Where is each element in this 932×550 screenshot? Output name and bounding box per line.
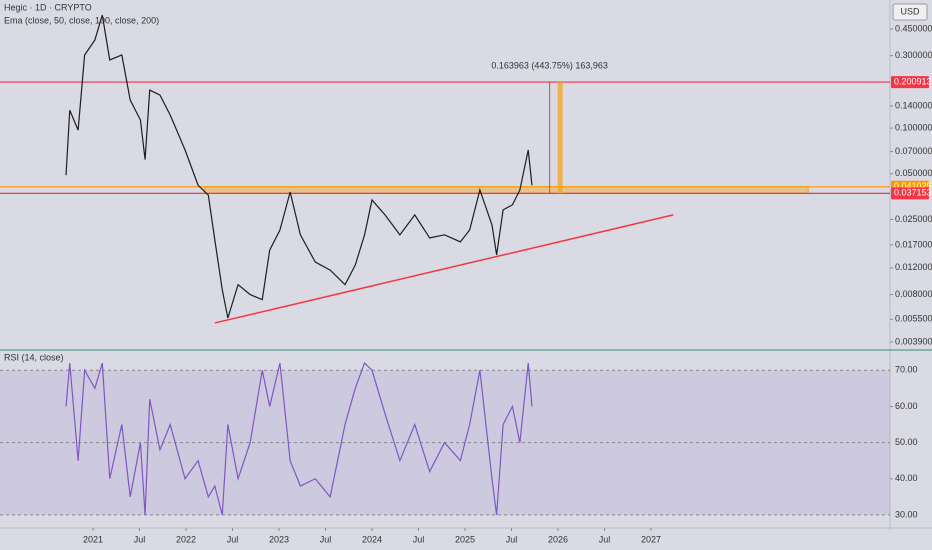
y-tick-label: 50.00 xyxy=(895,437,918,447)
price-marker-label: 0.041025 xyxy=(894,181,932,191)
x-tick-label: 2025 xyxy=(455,534,475,544)
y-tick-label: 0.050000 xyxy=(895,168,932,178)
currency-box[interactable] xyxy=(892,3,928,21)
price-marker xyxy=(891,187,929,200)
price-line-series xyxy=(65,14,533,319)
y-tick-label: 0.450000 xyxy=(895,23,932,33)
zone-band xyxy=(204,186,809,194)
price-marker-label: 0.037153 xyxy=(894,188,932,198)
y-tick-label: 60.00 xyxy=(895,401,918,411)
x-tick-label: Jul xyxy=(506,534,518,544)
symbol-title: Hegic · 1D · CRYPTO xyxy=(4,2,92,12)
y-tick-label: 0.025000 xyxy=(895,214,932,224)
x-tick-label: Jul xyxy=(599,534,611,544)
y-tick-label: 40.00 xyxy=(895,473,918,483)
y-tick-label: 0.140000 xyxy=(895,100,932,110)
price-marker xyxy=(891,76,929,89)
x-tick-label: 2024 xyxy=(362,534,382,544)
y-tick-label: 0.017000 xyxy=(895,239,932,249)
measure-bar xyxy=(557,82,563,194)
x-tick-label: Jul xyxy=(227,534,239,544)
y-tick-label: 0.003900 xyxy=(895,336,932,346)
x-tick-label: 2027 xyxy=(641,534,661,544)
price-marker-label: 0.200913 xyxy=(894,76,932,86)
rsi-title: RSI (14, close) xyxy=(4,352,64,362)
y-tick-label: 0.012000 xyxy=(895,262,932,272)
indicator-label: Ema (close, 50, close, 100, close, 200) xyxy=(4,15,159,25)
x-tick-label: Jul xyxy=(413,534,425,544)
measure-label: 0.163963 (443.75%) 163,963 xyxy=(491,60,608,70)
currency: USD xyxy=(900,6,920,16)
trendline xyxy=(214,214,674,324)
y-tick-label: 70.00 xyxy=(895,365,918,375)
x-tick-label: 2026 xyxy=(548,534,568,544)
rsi-line xyxy=(65,361,533,516)
y-tick-label: 0.100000 xyxy=(895,122,932,132)
y-tick-label: 0.070000 xyxy=(895,146,932,156)
x-tick-label: 2022 xyxy=(176,534,196,544)
y-tick-label: 0.300000 xyxy=(895,50,932,60)
x-tick-label: Jul xyxy=(320,534,332,544)
y-tick-label: 0.005500 xyxy=(895,314,932,324)
x-tick-label: 2023 xyxy=(269,534,289,544)
x-tick-label: 2021 xyxy=(83,534,103,544)
y-tick-label: 0.008000 xyxy=(895,289,932,299)
x-tick-label: Jul xyxy=(134,534,146,544)
y-tick-label: 30.00 xyxy=(895,509,918,519)
